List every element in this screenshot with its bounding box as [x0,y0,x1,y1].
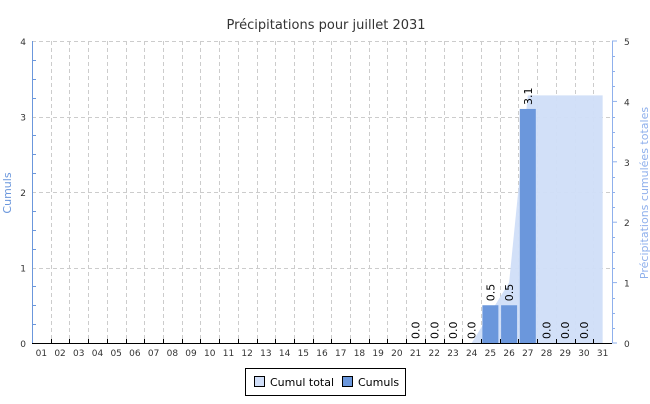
x-tick-label: 04 [92,349,104,359]
x-tick-label: 25 [485,349,496,359]
legend-swatch-cumul-total [254,376,265,387]
data-label: 0.0 [578,322,591,340]
data-label: 0.0 [410,322,423,340]
x-tick-label: 08 [167,349,179,359]
y2-tick-label: 0 [624,340,630,350]
x-tick-label: 10 [204,349,216,359]
y2-tick-label: 4 [624,98,630,108]
x-tick-label: 26 [503,349,515,359]
x-tick-label: 17 [335,349,346,359]
bar-day-26 [501,305,518,343]
x-tick-label: 22 [429,349,440,359]
x-tick-label: 27 [522,349,533,359]
x-tick-label: 23 [447,349,458,359]
y-tick-label: 4 [20,38,26,48]
legend: Cumul total Cumuls [245,368,406,396]
data-label: 0.0 [559,322,572,340]
x-tick-label: 20 [391,349,403,359]
data-label: 0.0 [541,322,554,340]
data-label: 0.0 [428,322,441,340]
x-tick-label: 24 [466,349,478,359]
x-tick-label: 02 [54,349,65,359]
data-label: 0.0 [447,322,460,340]
data-label: 0.0 [466,322,479,340]
y2-tick-label: 1 [624,280,630,290]
legend-label-cumul-total: Cumul total [270,376,334,389]
x-tick-label: 05 [110,349,121,359]
x-tick-label: 15 [298,349,309,359]
x-tick-label: 12 [241,349,252,359]
x-tick-label: 21 [410,349,421,359]
data-label: 0.5 [503,284,516,302]
y2-axis-label: Précipitations cumulées totales [638,107,650,279]
bar-day-27 [519,108,536,343]
y2-tick-label: 3 [624,159,630,169]
data-label: 0.5 [484,284,497,302]
legend-label-cumuls: Cumuls [358,376,399,389]
x-tick-label: 11 [223,349,234,359]
x-tick-label: 28 [541,349,553,359]
x-tick-label: 09 [185,349,197,359]
x-tick-label: 30 [578,349,590,359]
x-tick-label: 14 [279,349,291,359]
x-tick-label: 31 [597,349,608,359]
data-label: 3.1 [522,87,535,105]
legend-swatch-cumuls [342,376,353,387]
y-tick-label: 0 [20,340,26,350]
x-tick-label: 16 [316,349,328,359]
x-tick-label: 03 [73,349,84,359]
x-tick-label: 13 [260,349,271,359]
x-tick-label: 29 [559,349,571,359]
x-tick-label: 19 [372,349,384,359]
y-tick-label: 3 [20,114,26,124]
y2-tick-label: 5 [624,38,630,48]
cumul-total-area [471,95,603,343]
y-tick-label: 1 [20,265,26,275]
bar-day-25 [482,305,499,343]
y-tick-label: 2 [20,189,26,199]
x-tick-label: 07 [148,349,159,359]
x-tick-label: 01 [36,349,47,359]
chart-title: Précipitations pour juillet 2031 [226,18,425,33]
y-axis-label: Cumuls [1,172,14,213]
y2-tick-label: 2 [624,219,630,229]
x-tick-label: 06 [129,349,141,359]
x-tick-label: 18 [354,349,366,359]
